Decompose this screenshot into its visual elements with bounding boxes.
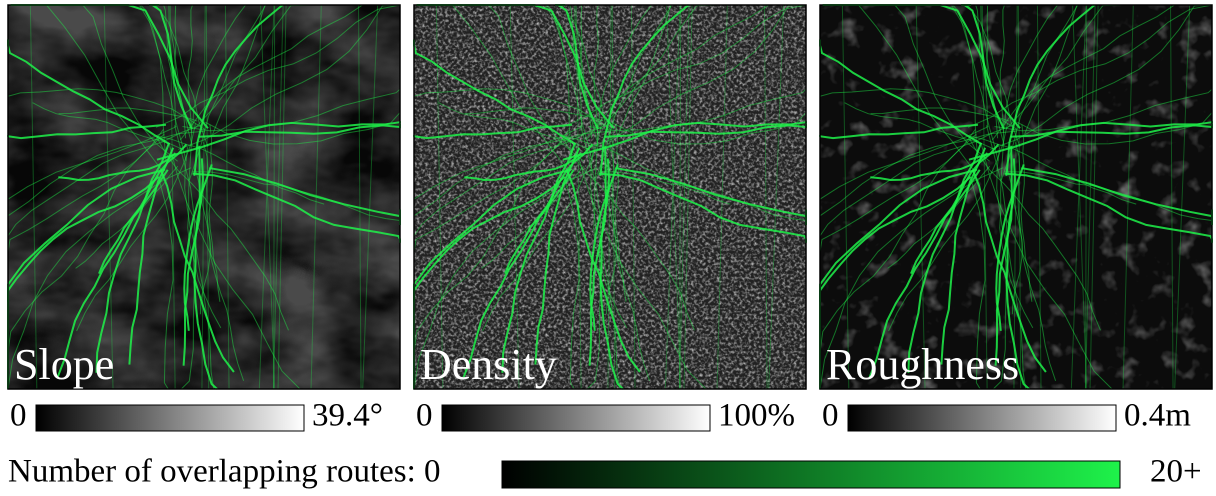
scale-min: 0	[416, 398, 433, 434]
panel-label: Density	[420, 340, 557, 389]
map-panel	[8, 5, 400, 389]
figure: Number of overlapping routes: 0 20+ Slop…	[0, 0, 1216, 496]
routes-legend-max: 20+	[1150, 454, 1202, 490]
scale-max: 0.4m	[1124, 398, 1191, 434]
routes-legend-label: Number of overlapping routes: 0	[8, 454, 441, 490]
panel-label: Slope	[14, 340, 114, 389]
scale-colorbar	[36, 405, 304, 431]
scale-max: 39.4°	[312, 398, 383, 434]
routes-colorbar	[502, 461, 1120, 488]
scale-colorbar	[442, 405, 710, 431]
map-panel	[414, 5, 806, 389]
map-panel	[820, 5, 1212, 389]
scale-colorbar	[848, 405, 1116, 431]
scale-max: 100%	[718, 398, 795, 434]
scale-min: 0	[10, 398, 27, 434]
scale-min: 0	[822, 398, 839, 434]
panel-label: Roughness	[826, 340, 1019, 389]
